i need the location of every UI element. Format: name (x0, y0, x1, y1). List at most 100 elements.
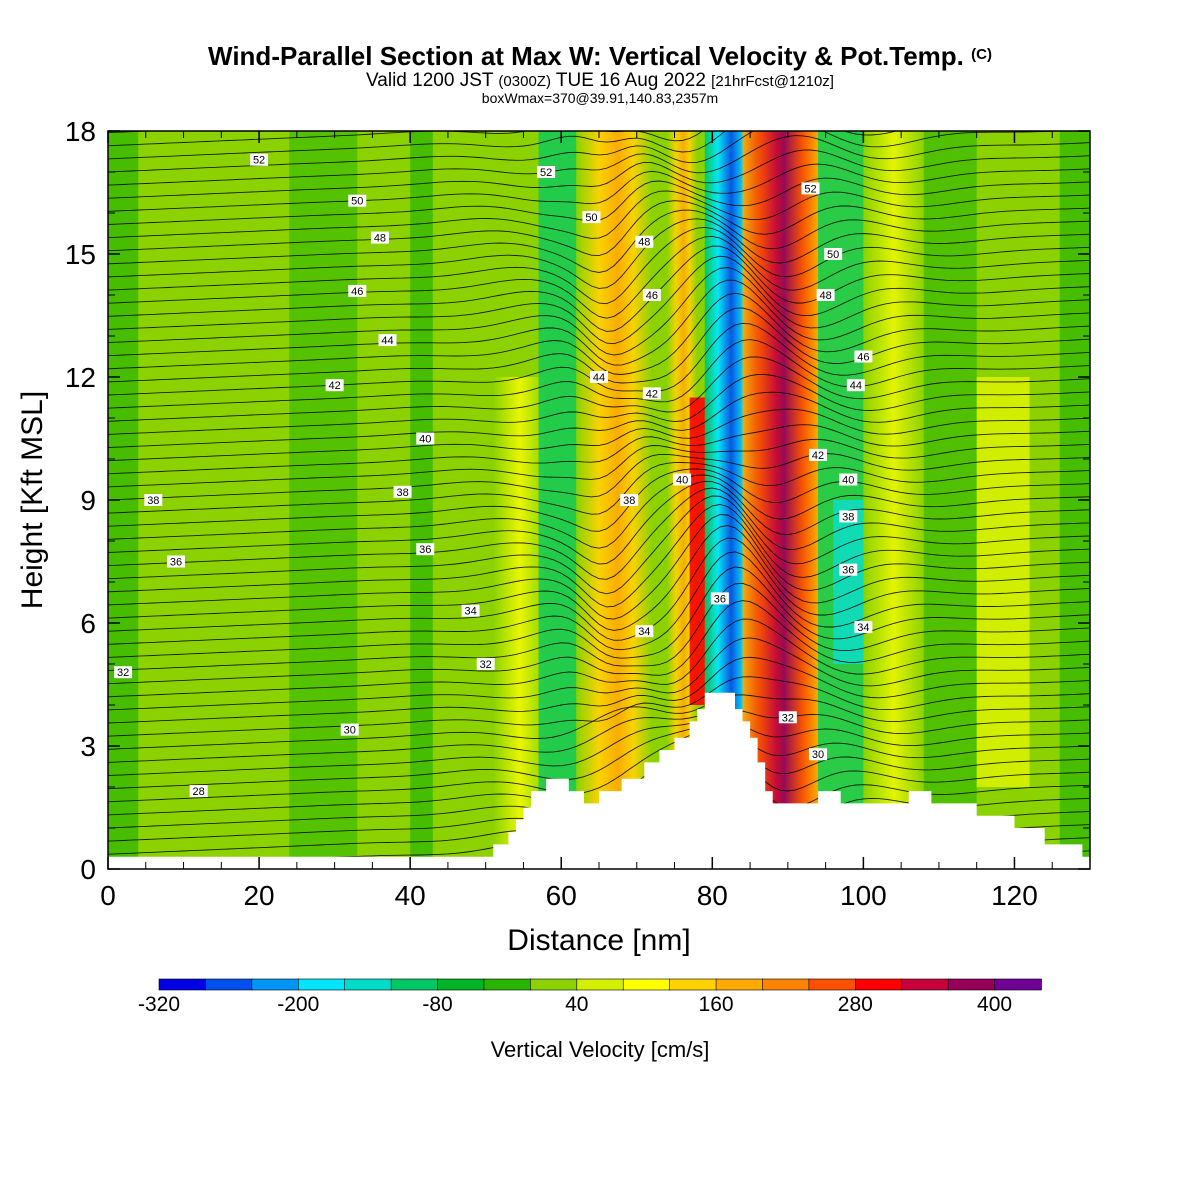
theta-contour (108, 730, 1090, 803)
contour-label-text: 34 (857, 622, 869, 634)
theta-contour (108, 718, 1090, 776)
theta-contour (108, 462, 1090, 515)
velocity-band (493, 377, 547, 869)
colorbar-tick-label: 400 (977, 993, 1012, 1016)
contour-label: 34 (854, 621, 873, 634)
velocity-band (410, 131, 433, 869)
velocity-band (833, 500, 864, 664)
theta-contour (108, 708, 1090, 763)
contour-label-text: 52 (804, 183, 816, 195)
colorbar-swatch (205, 978, 253, 991)
contour-label: 38 (839, 510, 858, 523)
colorbar-swatch (669, 978, 717, 991)
contour-label: 32 (476, 658, 495, 671)
theta-contour (108, 131, 157, 134)
contour-label-text: 36 (842, 565, 854, 577)
contour-label-text: 32 (782, 712, 794, 724)
contour-label: 34 (635, 625, 654, 638)
theta-contour (108, 62, 1090, 120)
colorbar-tick-label: -200 (277, 993, 319, 1016)
colorbar-swatch (808, 978, 857, 991)
theta-contour (108, 600, 1090, 685)
x-tick-label: 60 (546, 880, 577, 911)
theta-contour (108, 525, 1090, 631)
contour-label-text: 46 (646, 290, 658, 302)
theta-contour (108, 267, 1090, 356)
contour-label-bg (801, 182, 820, 195)
theta-contour (108, 408, 1090, 462)
x-axis-label: Distance [nm] (507, 924, 690, 957)
contour-label: 48 (635, 235, 654, 249)
contour-label-bg (348, 284, 367, 297)
contour-label-text: 38 (842, 511, 854, 523)
theta-contour (108, 356, 1090, 422)
colorbar-swatch (576, 978, 625, 991)
theta-contour (108, 374, 1090, 435)
contour-label-bg (854, 621, 873, 634)
colorbar-swatch (715, 978, 764, 991)
contour-label-text: 52 (253, 155, 265, 167)
contour-label-bg (416, 543, 435, 556)
contour-label-bg (370, 231, 389, 244)
colorbar-swatch (530, 978, 578, 991)
theta-contour (108, 694, 1090, 750)
contour-label-bg (839, 473, 858, 486)
theta-contour (108, 35, 1090, 100)
contour-label: 52 (801, 182, 820, 195)
contour-label-bg (846, 379, 865, 392)
contour-label-text: 42 (328, 380, 340, 392)
contour-label: 42 (325, 379, 344, 392)
colorbar-swatch (158, 978, 207, 991)
box-info: boxWmax=370@39.91,140.83,2357m (481, 90, 719, 106)
contour-label-text: 46 (351, 286, 363, 298)
theta-contour (108, 218, 1090, 289)
contour-label-text: 50 (827, 249, 839, 261)
velocity-band (863, 131, 924, 869)
theta-contour (108, 537, 1090, 641)
contour-label-text: 30 (344, 725, 356, 737)
theta-contour (108, 566, 1090, 659)
contour-label-text: 40 (842, 475, 854, 487)
colorbar-swatch (901, 978, 949, 991)
theta-contour (108, 163, 1090, 212)
chart-header: Wind-Parallel Section at Max W: Vertical… (0, 40, 1200, 105)
theta-contour (108, 235, 1090, 319)
y-tick-label: 3 (80, 731, 96, 762)
contour-label: 28 (189, 785, 208, 798)
contour-label: 38 (393, 485, 412, 499)
theta-contour (108, 676, 1090, 737)
terrain-mask (108, 692, 1090, 869)
theta-contour (108, 424, 1090, 475)
colorbar-label: Vertical Velocity [cm/s] (491, 1037, 710, 1062)
contour-label-bg (166, 555, 185, 568)
contour-label-bg (416, 432, 435, 445)
y-axis-label: Height [Kft MSL] (16, 391, 49, 609)
contour-label-text: 48 (819, 290, 831, 302)
theta-contour (108, 438, 1090, 488)
contour-label-text: 42 (646, 388, 658, 400)
colorbar-swatch (855, 978, 903, 991)
theta-contour (108, 255, 1090, 345)
theta-contour (108, 618, 1090, 698)
contour-label: 40 (416, 432, 435, 446)
contour-label-text: 36 (419, 544, 431, 556)
contour-label-text: 40 (676, 475, 688, 487)
velocity-band (923, 131, 977, 869)
contour-label-text: 50 (585, 212, 597, 224)
contour-label: 36 (166, 555, 185, 569)
x-tick-label: 20 (243, 880, 274, 911)
contour-label-bg (582, 211, 601, 224)
colorbar-swatch (437, 978, 485, 991)
contour-label-text: 50 (351, 196, 363, 208)
contour-label: 48 (816, 289, 835, 302)
x-tick-label: 120 (991, 880, 1038, 911)
velocity-band (976, 377, 1030, 787)
colorbar-swatch (483, 978, 532, 991)
contour-label-bg (642, 387, 661, 400)
contour-label-bg (250, 153, 269, 166)
contour-label-text: 46 (857, 352, 869, 364)
contour-label-text: 32 (480, 659, 492, 671)
colorbar-tick-label: 40 (565, 993, 588, 1016)
x-tick-label: 80 (697, 880, 728, 911)
theta-contour (108, 48, 1090, 108)
